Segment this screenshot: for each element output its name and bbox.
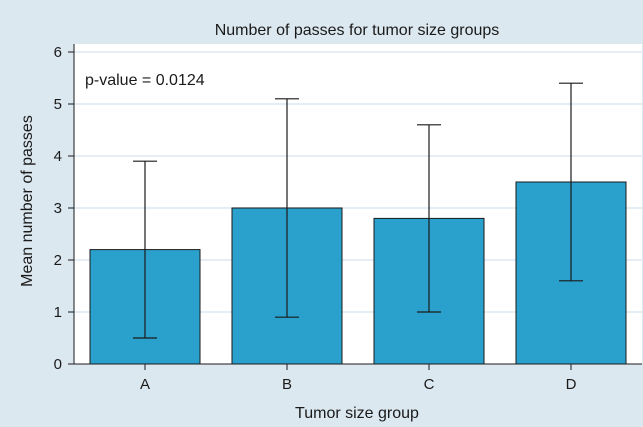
y-tick-label: 4 [54,148,62,165]
y-tick-label: 5 [54,96,62,113]
y-tick-label: 3 [54,200,62,217]
x-tick-label-B: B [282,376,292,393]
x-tick-label-C: C [424,376,435,393]
y-axis-label: Mean number of passes [19,115,36,287]
x-tick-label-D: D [566,376,577,393]
y-tick-label: 0 [54,356,62,373]
p-value-annotation: p-value = 0.0124 [85,72,205,89]
y-tick-label: 2 [54,252,62,269]
chart-title: Number of passes for tumor size groups [215,22,500,39]
error-bars [133,82,583,339]
axes: 0 1 2 3 4 5 6 A B C D [54,44,642,393]
y-tick-label: 6 [54,44,62,61]
y-tick-label: 1 [54,304,62,321]
x-axis-label: Tumor size group [295,405,419,422]
x-tick-label-A: A [140,376,150,393]
